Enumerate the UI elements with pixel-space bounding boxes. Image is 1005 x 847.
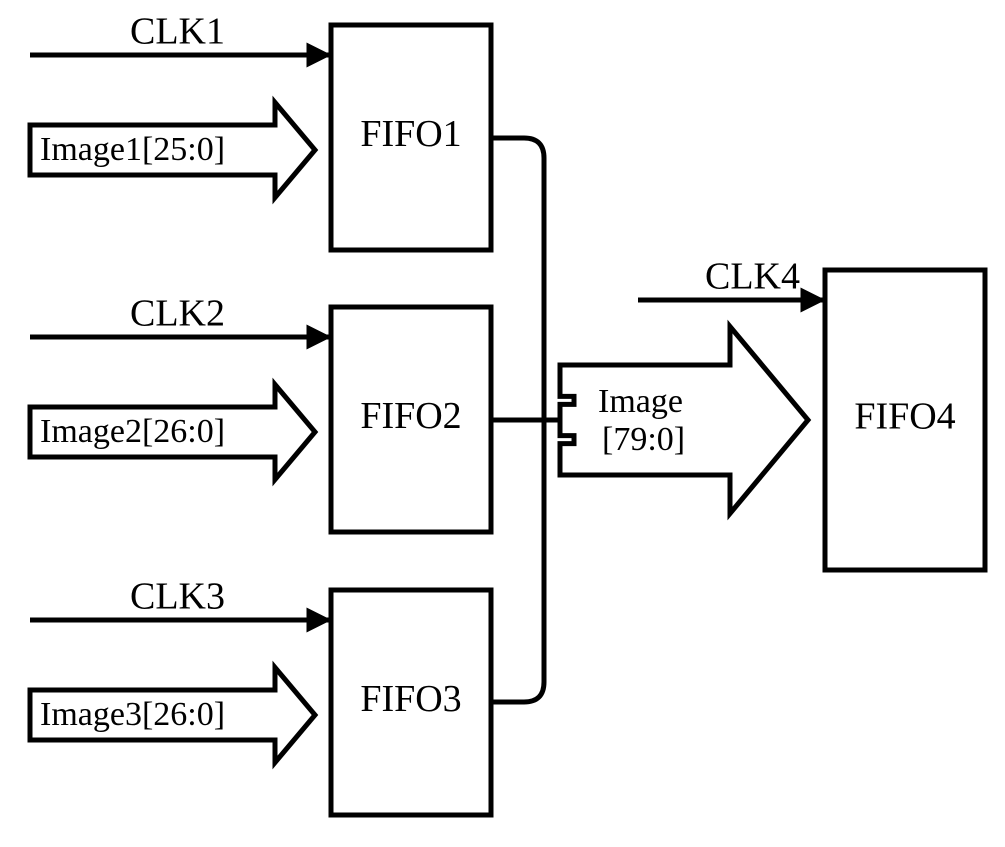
- clk4-label: CLK4: [705, 256, 800, 298]
- connector-fifo1: [491, 138, 544, 420]
- fifo4-label: FIFO4: [854, 396, 955, 438]
- clk1-label: CLK1: [130, 11, 225, 53]
- fifo2-label: FIFO2: [360, 395, 461, 437]
- clk2-label: CLK2: [130, 293, 225, 335]
- img2-label: Image2[26:0]: [40, 413, 225, 450]
- merge-label-1: Image: [598, 383, 683, 420]
- connector-fifo3: [491, 420, 544, 702]
- img1-label: Image1[25:0]: [40, 131, 225, 168]
- fifo3-label: FIFO3: [360, 678, 461, 720]
- merge-label-2: [79:0]: [602, 421, 685, 458]
- fifo1-label: FIFO1: [360, 113, 461, 155]
- clk3-label: CLK3: [130, 576, 225, 618]
- img3-label: Image3[26:0]: [40, 696, 225, 733]
